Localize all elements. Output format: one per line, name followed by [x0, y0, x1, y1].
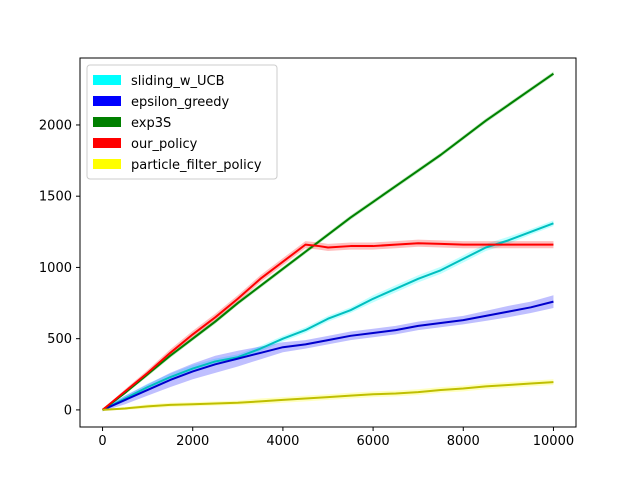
series-line-2 — [101, 72, 555, 411]
x-tick-label: 10000 — [533, 434, 574, 449]
legend-swatch — [93, 96, 121, 106]
legend-label: our_policy — [131, 137, 198, 152]
legend: sliding_w_UCB epsilon_greedy exp3S our_poli… — [86, 64, 278, 180]
series-lines — [101, 72, 555, 411]
legend-swatch — [93, 117, 121, 127]
legend-box — [86, 64, 278, 180]
y-tick-label: 1500 — [39, 190, 72, 205]
legend-label: epsilon_greedy — [131, 95, 229, 110]
legend-swatch — [93, 75, 121, 85]
series-band-2 — [102, 71, 554, 411]
x-tick-label: 0 — [98, 434, 106, 449]
legend-label: exp3S — [131, 116, 171, 131]
x-axis-ticks: 0 2000 4000 6000 8000 10000 — [98, 427, 574, 449]
plot-area-frame — [79, 57, 577, 428]
x-tick-label: 8000 — [447, 434, 480, 449]
x-tick-label: 4000 — [266, 434, 299, 449]
y-tick-label: 2000 — [39, 118, 72, 133]
y-tick-label: 1000 — [39, 261, 72, 276]
series-line-1 — [102, 300, 554, 411]
x-tick-label: 2000 — [176, 434, 209, 449]
y-tick-label: 500 — [47, 332, 72, 347]
legend-swatch — [93, 138, 121, 148]
legend-label: particle_filter_policy — [131, 158, 262, 173]
series-line-4 — [102, 381, 554, 411]
series-line-0 — [102, 222, 554, 411]
y-tick-label: 0 — [64, 403, 72, 418]
series-band-1 — [102, 295, 554, 412]
x-tick-label: 6000 — [357, 434, 390, 449]
legend-label: sliding_w_UCB — [131, 74, 225, 89]
y-axis-ticks: 0 500 1000 1500 2000 — [39, 118, 80, 418]
series-line-3 — [101, 242, 554, 411]
legend-swatch — [93, 159, 121, 169]
